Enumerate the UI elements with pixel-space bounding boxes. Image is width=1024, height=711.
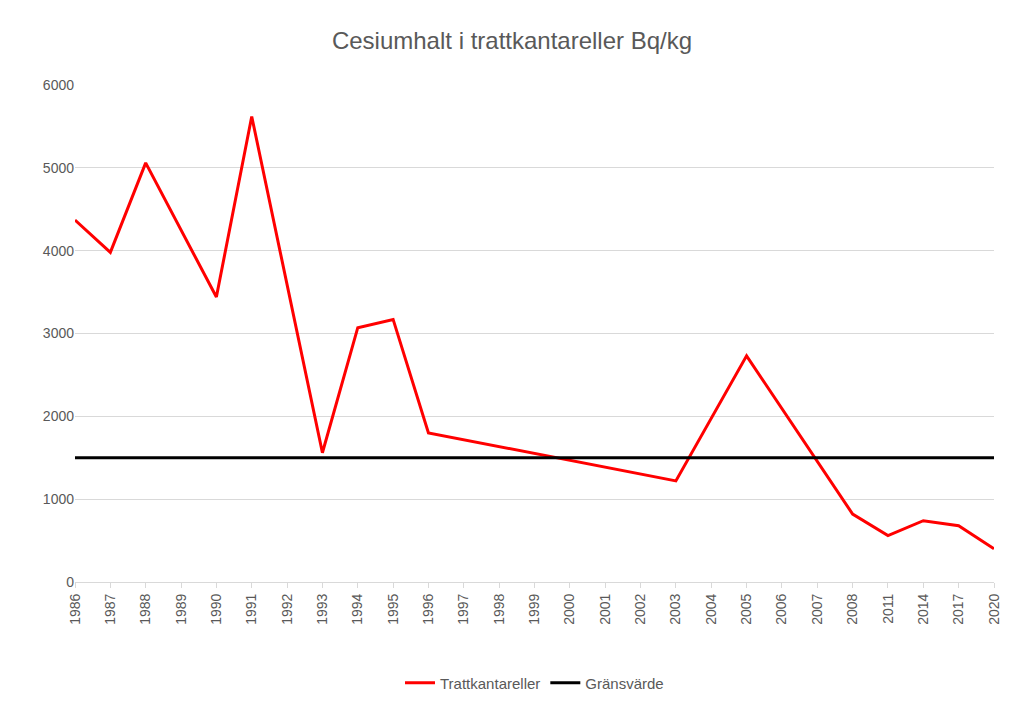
svg-text:1994: 1994 [349,593,365,624]
svg-text:1000: 1000 [43,491,74,507]
svg-text:1999: 1999 [526,593,542,624]
svg-text:2011: 2011 [880,593,896,623]
svg-text:2005: 2005 [738,593,754,624]
svg-text:1990: 1990 [208,593,224,624]
svg-text:5000: 5000 [43,160,74,176]
svg-text:1998: 1998 [491,593,507,624]
svg-text:2004: 2004 [703,593,719,624]
svg-text:2007: 2007 [809,593,825,624]
svg-text:1988: 1988 [137,593,153,624]
svg-text:2008: 2008 [844,593,860,624]
svg-text:1986: 1986 [67,593,83,624]
svg-text:4000: 4000 [43,243,74,259]
svg-text:2000: 2000 [561,593,577,624]
svg-text:3000: 3000 [43,325,74,341]
svg-text:1987: 1987 [102,593,118,624]
svg-text:1991: 1991 [243,593,259,624]
svg-text:2020: 2020 [986,593,1002,624]
svg-text:1992: 1992 [279,593,295,624]
svg-text:2017: 2017 [950,593,966,624]
svg-text:1989: 1989 [173,593,189,624]
svg-text:Gränsvärde: Gränsvärde [585,675,663,692]
svg-text:Trattkantareller: Trattkantareller [440,675,540,692]
svg-text:2003: 2003 [667,593,683,624]
svg-text:2001: 2001 [597,593,613,624]
svg-text:Cesiumhalt i trattkantareller: Cesiumhalt i trattkantareller Bq/kg [332,27,692,54]
svg-text:0: 0 [66,574,74,590]
svg-text:2002: 2002 [632,593,648,624]
svg-text:1997: 1997 [455,593,471,624]
svg-text:1996: 1996 [420,593,436,624]
svg-text:1995: 1995 [385,593,401,624]
svg-text:2014: 2014 [915,593,931,624]
svg-text:2006: 2006 [773,593,789,624]
svg-text:1993: 1993 [314,593,330,624]
svg-text:6000: 6000 [43,77,74,93]
svg-text:2000: 2000 [43,408,74,424]
